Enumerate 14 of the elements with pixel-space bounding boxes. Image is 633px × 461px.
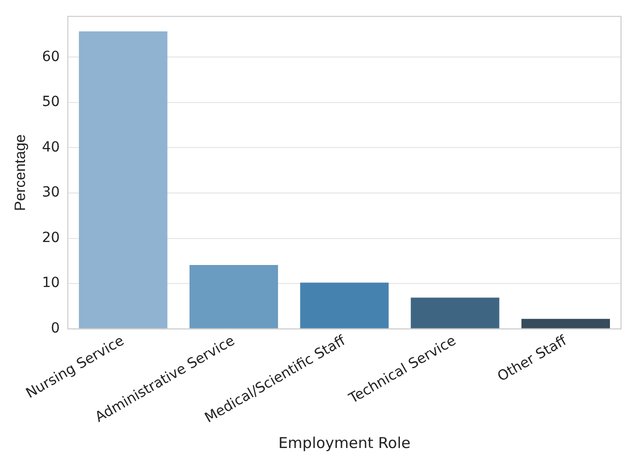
y-tick-label: 10 — [42, 275, 60, 292]
bar — [300, 282, 389, 328]
x-axis-title: Employment Role — [278, 434, 410, 452]
bar — [410, 298, 500, 328]
bar — [78, 31, 168, 328]
y-tick-label: 20 — [42, 230, 60, 246]
y-tick-label: 60 — [42, 48, 60, 65]
y-tick-label: 50 — [42, 94, 60, 110]
y-tick-label: 30 — [42, 184, 60, 201]
bar — [190, 264, 278, 328]
y-tick-label: 40 — [42, 139, 60, 156]
y-tick-label: 0 — [50, 320, 60, 336]
bar — [521, 318, 610, 328]
y-axis-title: Percentage — [12, 134, 30, 211]
